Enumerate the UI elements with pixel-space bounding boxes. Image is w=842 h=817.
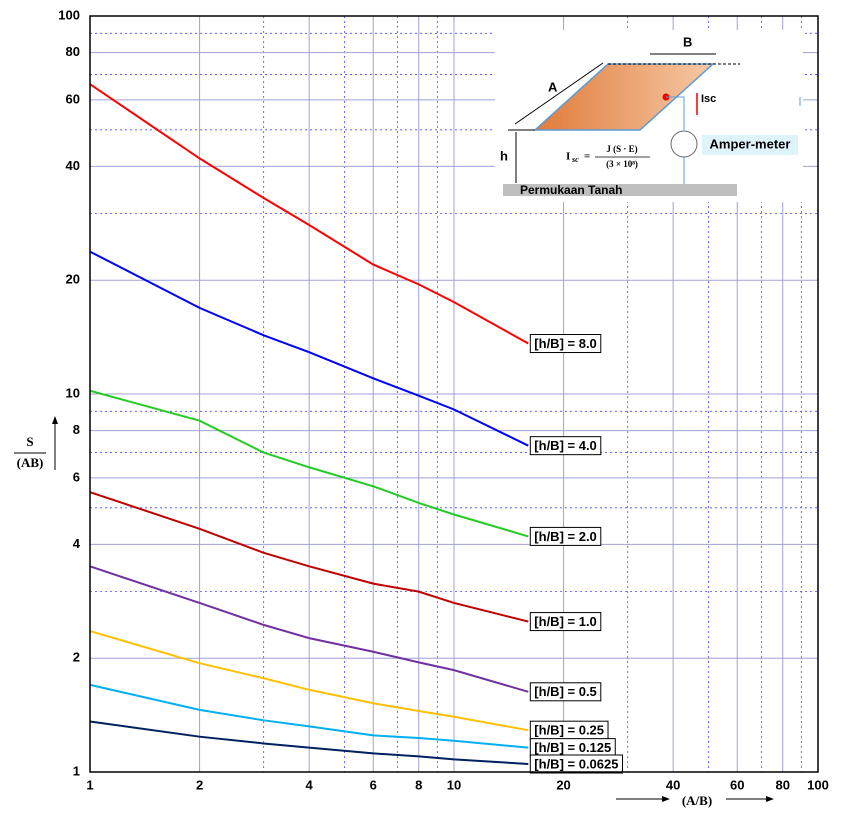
series-label: [h/B] = 8.0 [529, 334, 602, 354]
x-tick-label: 20 [556, 777, 570, 792]
series-label: [h/B] = 4.0 [529, 436, 602, 456]
x-tick-label: 2 [196, 777, 203, 792]
ground [503, 184, 737, 196]
label-h: h [500, 148, 508, 163]
formula-eq: = [584, 151, 590, 163]
label-box [529, 682, 602, 702]
series-line [89, 491, 529, 623]
legend-label: [h/B] = 1.0 [534, 614, 597, 629]
x-tick-label: 40 [666, 777, 680, 792]
series-line [89, 389, 529, 538]
series-label: [h/B] = 0.0625 [529, 754, 623, 774]
x-tick-label: 6 [370, 777, 377, 792]
y-tick-label: 60 [66, 91, 80, 106]
x-axis-label: (A/B) [682, 793, 712, 808]
label-box [529, 436, 602, 456]
y-tick-label: 8 [73, 422, 80, 437]
y-tick-label: 1 [73, 763, 80, 778]
x-arrow-head [662, 796, 670, 802]
series-label: [h/B] = 1.0 [529, 612, 602, 632]
x-tick-label: 1 [86, 777, 93, 792]
legend-label: [h/B] = 0.25 [534, 723, 604, 738]
series-line [89, 720, 529, 765]
y-arrow-head [52, 416, 58, 424]
x-tick-label: 10 [447, 777, 461, 792]
label-meter: Amper-meter [710, 136, 791, 151]
y-tick-label: 4 [73, 536, 81, 551]
series-label: [h/B] = 2.0 [529, 526, 602, 546]
meter-icon [670, 130, 698, 158]
label-isc: Isc [701, 93, 716, 105]
y-tick-label: 2 [73, 650, 80, 665]
label-box [529, 334, 602, 354]
series-line [89, 83, 529, 345]
label-b: B [683, 34, 692, 49]
series-line [89, 250, 529, 447]
arrow-a [514, 62, 604, 125]
y-label-top: S [26, 434, 33, 449]
legend-label: [h/B] = 0.5 [534, 684, 597, 699]
legend-label: [h/B] = 2.0 [534, 529, 597, 544]
x-tick-label: 4 [306, 777, 314, 792]
legend-label: [h/B] = 0.125 [534, 740, 611, 755]
y-tick-label: 40 [66, 158, 80, 173]
series-label: [h/B] = 0.125 [529, 738, 616, 758]
series-line [89, 630, 529, 732]
x-label: (A/B) [616, 793, 774, 808]
x-tick-label: 8 [415, 777, 422, 792]
y-tick-label: 6 [73, 469, 80, 484]
formula-lhs: I [566, 151, 570, 163]
y-tick-label: 10 [66, 385, 80, 400]
formula-den: (3 × 10⁸) [606, 159, 638, 169]
meter-bg [702, 135, 798, 155]
legend-label: [h/B] = 0.0625 [534, 756, 618, 771]
label-box [529, 526, 602, 546]
x-tick-label: 100 [807, 777, 829, 792]
legend-label: [h/B] = 8.0 [534, 336, 597, 351]
series-label: [h/B] = 0.5 [529, 682, 602, 702]
x-arrow-head2 [766, 796, 774, 802]
formula-num: J (S · E) [606, 144, 637, 154]
plot-frame [89, 15, 819, 773]
wire [666, 96, 685, 130]
y-tick-label: 80 [66, 44, 80, 59]
label-box [529, 754, 623, 774]
x-tick-label: 60 [730, 777, 744, 792]
label-box [529, 612, 602, 632]
series-line [89, 565, 529, 693]
y-label-bottom: (AB) [17, 455, 44, 470]
y-tick-label: 100 [58, 7, 80, 22]
label-a: A [548, 79, 558, 94]
series-label: [h/B] = 0.25 [529, 720, 609, 740]
y-label: S (AB) [14, 416, 58, 470]
inset: A B h Isc Amper-meter Permukaan Tanah I … [495, 30, 803, 202]
legend-label: [h/B] = 4.0 [534, 438, 597, 453]
x-tick-label: 80 [775, 777, 789, 792]
label-ground: Permukaan Tanah [520, 183, 622, 197]
lines: [h/B] = 8.0 [h/B] = 4.0 [h/B] = 2.0 [h/B] =… [89, 83, 623, 774]
formula-sub: sc [571, 155, 579, 164]
y-tick-label: 20 [66, 272, 80, 287]
series-line [89, 683, 529, 749]
